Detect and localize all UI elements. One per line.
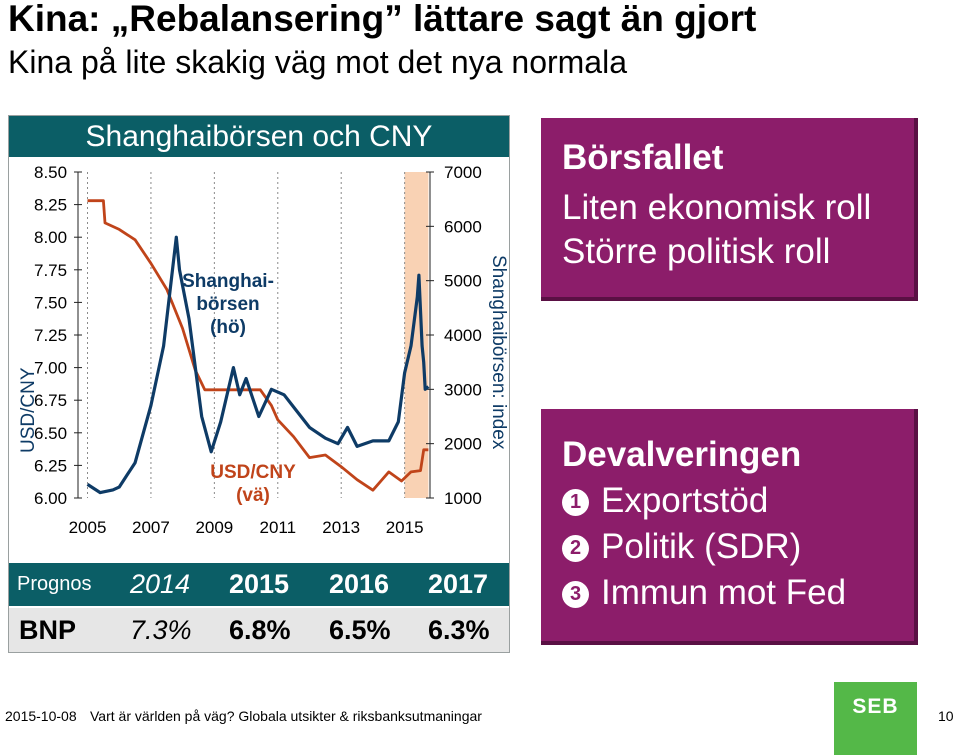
right-tick-label: 6000 (444, 217, 482, 236)
right-tick-label: 4000 (444, 326, 482, 345)
devalveringen-item-2: 2 Politik (SDR) (562, 527, 801, 567)
devalveringen-item-1: 1 Exportstöd (562, 481, 768, 521)
shanghai-index-line (86, 235, 430, 495)
year-2017: 2017 (428, 569, 489, 599)
right-tick-label: 5000 (444, 272, 482, 291)
chart: 8.50 8.25 8.00 7.75 7.50 7.25 7.00 6.75 6.50 6.25… (18, 163, 509, 537)
borsfallet-heading: Börsfallet (562, 138, 724, 177)
right-tick-label: 3000 (444, 380, 482, 399)
left-tick-label: 8.00 (34, 228, 67, 247)
item-text-1: Exportstöd (601, 481, 769, 520)
page-title: Kina: „Rebalansering” lättare sagt än gj… (8, 0, 757, 39)
borsfallet-line-1: Liten ekonomisk roll (562, 188, 872, 227)
borsfallet-box: Börsfallet Liten ekonomisk roll Större p… (541, 118, 918, 301)
x-tick-label: 2015 (386, 518, 424, 537)
left-tick-label: 7.25 (34, 326, 67, 345)
shanghai-label-line1: Shanghai- (182, 271, 274, 292)
left-tick-label: 8.50 (34, 163, 67, 182)
forecast-header-row: Prognos 2014 2015 2016 2017 (9, 563, 509, 606)
forecast-table: Prognos 2014 2015 2016 2017 BNP 7.3% 6.8… (9, 563, 509, 652)
left-tick-label: 7.50 (34, 293, 67, 312)
right-tick-label: 7000 (444, 163, 482, 182)
highlight-band (404, 172, 429, 498)
left-tick-label: 7.00 (34, 359, 67, 378)
number-two-icon: 2 (562, 535, 589, 562)
x-tick-label: 2011 (260, 518, 297, 537)
bnp-value-2017: 6.3% (428, 614, 490, 645)
chart-panel: 8.50 8.25 8.00 7.75 7.50 7.25 7.00 6.75 6.50 6.25… (8, 115, 510, 653)
item-text-2: Politik (SDR) (601, 527, 802, 566)
bnp-label: BNP (19, 614, 77, 645)
bnp-row: BNP 7.3% 6.8% 6.5% 6.3% (9, 608, 509, 652)
x-tick-label: 2007 (132, 518, 170, 537)
left-tick-label: 6.75 (34, 391, 67, 410)
year-2016: 2016 (329, 569, 390, 599)
shanghai-label-line2: börsen (196, 294, 259, 315)
left-tick-label: 6.50 (34, 424, 67, 443)
devalveringen-item-3: 3 Immun mot Fed (562, 573, 846, 613)
right-tick-label: 1000 (444, 489, 482, 508)
seb-logo: SEB (834, 682, 917, 755)
footer-text: Vart är världen på väg? Globala utsikter… (90, 708, 482, 724)
prognos-label: Prognos (17, 573, 92, 595)
year-2014: 2014 (130, 569, 191, 599)
left-tick-label: 6.25 (34, 456, 67, 475)
item-text-3: Immun mot Fed (601, 573, 847, 612)
number-three-icon: 3 (562, 581, 589, 608)
right-axis-title: Shanghaibörsen: index (488, 255, 509, 450)
bnp-value-2015: 6.8% (229, 614, 291, 645)
cny-label-line1: USD/CNY (210, 462, 296, 483)
page-number: 10 (938, 708, 954, 724)
left-tick-label: 6.00 (34, 489, 67, 508)
page-subtitle: Kina på lite skakig väg mot det nya norm… (8, 44, 627, 80)
bnp-value-2014: 7.3% (130, 614, 192, 645)
footer-date: 2015-10-08 (5, 708, 77, 724)
left-axis-title: USD/CNY (18, 367, 39, 453)
borsfallet-line-2: Större politisk roll (562, 232, 831, 271)
left-tick-label: 8.25 (34, 196, 67, 215)
chart-header: Shanghaibörsen och CNY (9, 116, 509, 157)
right-tick-label: 2000 (444, 435, 482, 454)
bnp-value-2016: 6.5% (329, 614, 391, 645)
shanghai-label-line3: (hö) (210, 317, 246, 338)
x-tick-label: 2005 (69, 518, 107, 537)
devalveringen-box: Devalveringen 1 Exportstöd 2 Politik (SDR)… (541, 409, 918, 645)
x-tick-label: 2009 (195, 518, 233, 537)
x-tick-label: 2013 (322, 518, 360, 537)
number-one-icon: 1 (562, 489, 589, 516)
year-2015: 2015 (229, 569, 290, 599)
cny-label-line2: (vä) (236, 485, 270, 506)
left-tick-label: 7.75 (34, 261, 67, 280)
devalveringen-heading: Devalveringen (562, 435, 802, 474)
